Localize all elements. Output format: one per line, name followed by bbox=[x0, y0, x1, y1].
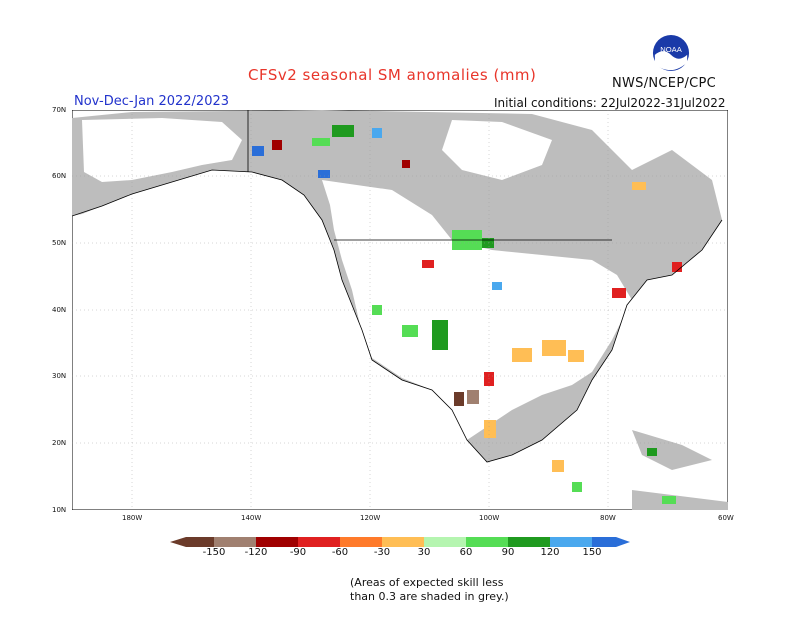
lon-label: 120W bbox=[360, 514, 381, 522]
skill-note: (Areas of expected skill less than 0.3 a… bbox=[350, 576, 509, 604]
colorbar-label: -150 bbox=[202, 547, 226, 558]
map-title: CFSv2 seasonal SM anomalies (mm) bbox=[248, 66, 537, 84]
coastlines bbox=[72, 110, 723, 463]
colorbar bbox=[170, 537, 630, 547]
lon-label: 180W bbox=[122, 514, 143, 522]
noaa-logo: NOAA bbox=[652, 34, 690, 72]
lat-label: 40N bbox=[52, 306, 67, 314]
initial-conditions: Initial conditions: 22Jul2022-31Jul2022 bbox=[494, 96, 726, 110]
colorbar-label: 150 bbox=[582, 547, 602, 558]
colorbar-label: -120 bbox=[244, 547, 268, 558]
anomaly-map bbox=[72, 110, 728, 510]
lat-label: 50N bbox=[52, 239, 67, 247]
lon-label: 100W bbox=[479, 514, 500, 522]
lat-label: 70N bbox=[52, 106, 67, 114]
skill-note-line1: (Areas of expected skill less bbox=[350, 576, 504, 589]
forecast-season: Nov-Dec-Jan 2022/2023 bbox=[74, 94, 230, 109]
colorbar-label: 30 bbox=[417, 547, 431, 558]
lat-label: 30N bbox=[52, 372, 67, 380]
lat-label: 60N bbox=[52, 172, 67, 180]
colorbar-arrow-right bbox=[616, 537, 630, 547]
colorbar-label: -60 bbox=[331, 547, 349, 558]
lon-label: 60W bbox=[718, 514, 734, 522]
skill-note-line2: than 0.3 are shaded in grey.) bbox=[350, 590, 509, 603]
colorbar-label: -90 bbox=[289, 547, 307, 558]
agency-credit: NWS/NCEP/CPC bbox=[612, 76, 717, 91]
lon-label: 140W bbox=[241, 514, 262, 522]
lat-label: 10N bbox=[52, 506, 67, 514]
colorbar-label: 120 bbox=[540, 547, 560, 558]
colorbar-label: 90 bbox=[501, 547, 515, 558]
colorbar-label: 60 bbox=[459, 547, 473, 558]
lat-label: 20N bbox=[52, 439, 67, 447]
colorbar-arrow-left bbox=[170, 537, 186, 547]
noaa-logo-text: NOAA bbox=[660, 45, 682, 54]
lon-label: 80W bbox=[600, 514, 616, 522]
colorbar-label: -30 bbox=[373, 547, 391, 558]
neutral-land bbox=[82, 118, 632, 440]
graticule bbox=[72, 110, 728, 510]
